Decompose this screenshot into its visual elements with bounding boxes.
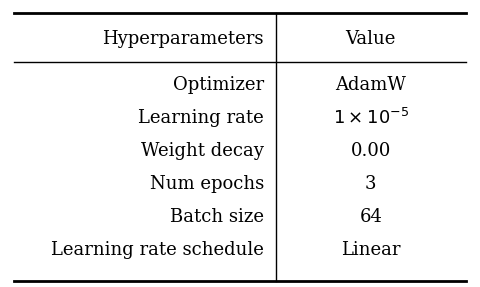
Text: AdamW: AdamW [336,76,406,94]
Text: Weight decay: Weight decay [141,142,264,160]
Text: Value: Value [346,30,396,48]
Text: 3: 3 [365,175,376,193]
Text: Hyperparameters: Hyperparameters [103,30,264,48]
Text: Learning rate schedule: Learning rate schedule [51,241,264,259]
Text: Learning rate: Learning rate [138,109,264,127]
Text: Num epochs: Num epochs [150,175,264,193]
Text: Batch size: Batch size [170,208,264,226]
Text: $1 \times 10^{-5}$: $1 \times 10^{-5}$ [333,108,409,128]
Text: 64: 64 [360,208,382,226]
Text: 0.00: 0.00 [350,142,391,160]
Text: Linear: Linear [341,241,400,259]
Text: Optimizer: Optimizer [173,76,264,94]
